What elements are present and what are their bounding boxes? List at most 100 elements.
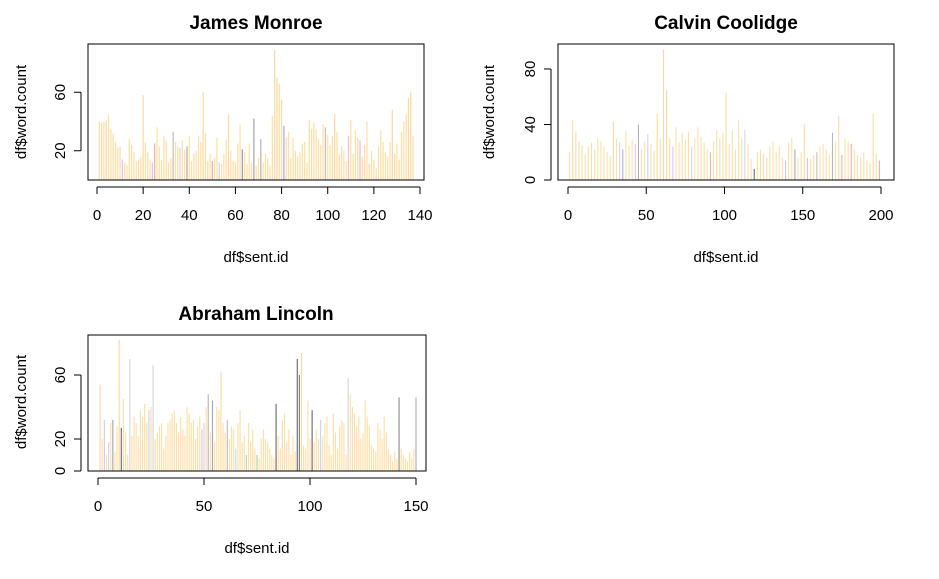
bar [230,426,233,471]
bar [405,114,407,180]
bar [301,143,303,180]
bar [794,149,796,180]
bar [637,124,639,180]
bar [385,432,387,471]
bar [184,149,186,180]
bar [309,439,311,471]
bar [148,410,150,471]
y-tick-label: 0 [52,467,69,475]
bar [784,160,787,180]
bar [322,124,324,180]
bar [118,339,120,471]
bar [285,137,287,180]
bar [315,429,317,471]
bar [182,429,184,471]
bar [214,158,216,180]
bar [140,156,142,180]
bar [300,352,303,471]
bar [144,403,146,471]
bar [383,416,385,471]
bar [290,455,292,471]
bar [201,429,203,471]
bar [299,152,301,180]
bar [590,142,593,180]
bar [375,168,377,180]
bar [151,162,154,180]
bar [380,130,382,180]
bar [324,423,326,471]
bar [322,435,324,471]
bar [292,435,294,471]
bar [389,455,392,471]
bar [402,455,404,471]
y-tick-label: 80 [522,61,539,78]
bar [171,413,173,471]
y-tick-label: 60 [52,84,69,101]
bar [161,423,163,471]
bar [179,147,181,180]
panel-james-monroe: 0 20 40 60 80 100 120 140 20 60 James Monroe df$sen… [13,13,433,266]
bar [354,130,357,180]
bar [105,455,108,471]
bar [149,159,151,180]
bar [271,455,273,471]
bar [317,139,320,180]
plot-frame [87,334,427,472]
bar [415,397,417,471]
bar [220,163,223,180]
bar [850,143,852,180]
bar [296,359,298,471]
bar [334,114,336,180]
bar [307,400,309,471]
bar [734,149,737,180]
bar [260,439,262,471]
bar [167,162,170,180]
bar [144,141,147,180]
bar [226,419,228,471]
bar [725,92,727,180]
bar [230,150,232,180]
bar [163,136,165,180]
bar [131,435,133,471]
bar [700,136,702,180]
plot-frame [557,43,895,181]
bar [271,115,273,180]
bar [375,451,377,471]
bar [572,120,574,180]
panel-abraham-lincoln: 0 50 100 150 0 20 60 Abraham Lincoln df$sent.id d… [13,304,429,557]
bar [165,140,167,180]
bar [174,141,177,180]
bar [188,413,190,471]
bar [391,109,393,180]
bar [672,146,674,180]
bar [294,451,296,471]
bar [377,423,379,471]
bar [180,416,182,471]
bar [803,124,805,180]
x-tick-label: 120 [361,207,386,224]
bar [277,435,279,471]
bar [160,159,163,180]
bar [343,423,345,471]
bar [216,137,218,180]
bar [197,426,199,471]
bar [193,153,195,180]
bar [220,371,222,471]
bar [641,149,643,180]
bar [719,138,721,180]
bar [262,429,264,471]
bar [398,159,400,180]
y-axis-label: df$word.count [481,64,498,159]
bar [412,136,414,180]
bar [332,413,334,471]
bar [813,155,815,180]
x-tick-label: 0 [93,207,101,224]
bar [241,149,243,180]
bar [205,407,207,471]
x-tick-label: 150 [403,498,428,515]
bar [233,429,235,471]
bar [392,461,394,471]
bar [158,146,160,180]
x-tick-label: 0 [564,207,572,224]
bar [211,160,213,180]
